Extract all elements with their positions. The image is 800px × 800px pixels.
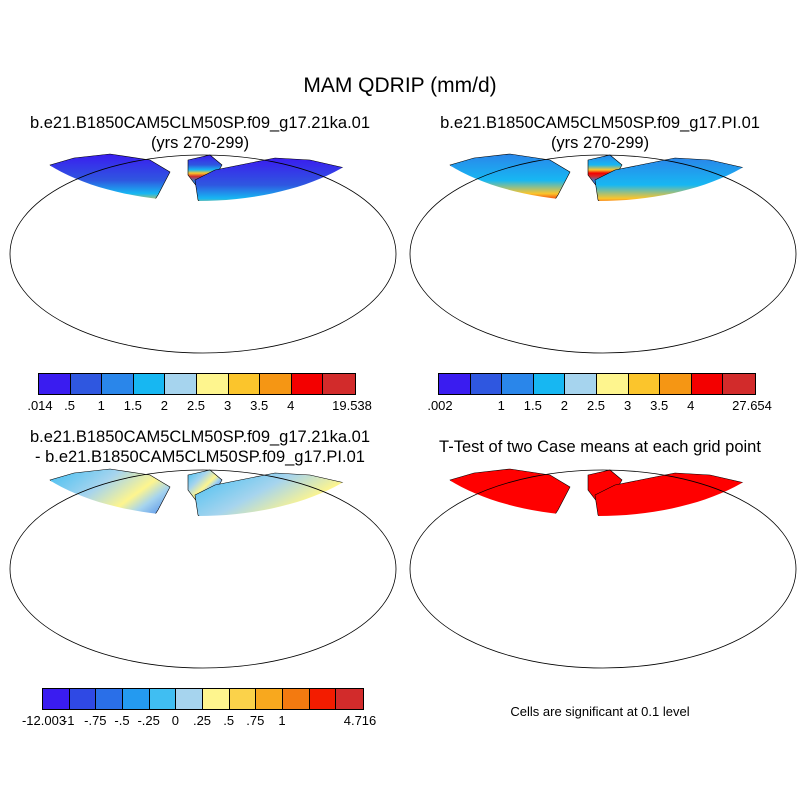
- cb1-tick-label: 1: [97, 398, 105, 413]
- cb1-tick-label: 2: [160, 398, 169, 413]
- panel3-title: b.e21.B1850CAM5CLM50SP.f09_g17.21ka.01 -…: [2, 427, 398, 467]
- panel4-title: T-Test of two Case means at each grid po…: [402, 437, 798, 457]
- cb2-swatch: [596, 374, 629, 394]
- cb1-tick-label: 1.5: [123, 398, 142, 413]
- panel4-map: [409, 468, 797, 669]
- panel2-title: b.e21.B1850CAM5CLM50SP.f09_g17.PI.01 (yr…: [402, 113, 798, 153]
- cb1-tick-label: 2.5: [186, 398, 206, 413]
- cb3-tick-label: .25: [192, 713, 212, 728]
- cb1-swatch: [133, 374, 166, 394]
- cb3-swatch: [96, 689, 123, 709]
- cb1-swatch: [196, 374, 229, 394]
- panel3-map: [9, 468, 397, 669]
- panel1-land: [49, 153, 363, 201]
- cb3-tick-label: -12.003: [21, 713, 67, 728]
- cb2-swatch: [723, 374, 755, 394]
- cb3-tick-label: -.5: [114, 713, 130, 728]
- cb3-tick-label: 0: [171, 713, 179, 728]
- cb1-swatch: [228, 374, 261, 394]
- cb2-tick-label: 2.5: [586, 398, 606, 413]
- cb3-swatch: [176, 689, 203, 709]
- cb3-tick-label: .75: [246, 713, 265, 728]
- cb3-swatch: [149, 689, 177, 709]
- panel3-land: [49, 468, 363, 516]
- panel2-title-case: b.e21.B1850CAM5CLM50SP.f09_g17.PI.01: [440, 114, 760, 132]
- cb1-swatch: [39, 374, 71, 394]
- panel1-title: b.e21.B1850CAM5CLM50SP.f09_g17.21ka.01 (…: [2, 113, 398, 153]
- panel2-map: [409, 153, 797, 354]
- cb2-swatch: [565, 374, 597, 394]
- cb2-tick-label: 3: [623, 398, 632, 413]
- colorbar-panel3: [42, 688, 364, 710]
- significance-note: Cells are significant at 0.1 level: [510, 704, 690, 719]
- panel2-title-years: (yrs 270-299): [550, 134, 650, 152]
- cb1-tick-label: 3.5: [250, 398, 269, 413]
- cb2-swatch: [628, 374, 661, 394]
- cb2-swatch: [470, 374, 503, 394]
- colorbar-panel2: [438, 373, 756, 395]
- cb3-swatch: [43, 689, 70, 709]
- panel1-globe-outline: [9, 154, 397, 354]
- cb2-swatch: [439, 374, 471, 394]
- cb3-tick-label: -.25: [137, 713, 160, 728]
- panel2-globe-outline: [409, 154, 797, 354]
- cb2-tick-label: 2: [560, 398, 569, 413]
- cb2-tick-label: 1: [497, 398, 505, 413]
- cb3-tick-label: .5: [223, 713, 235, 728]
- cb2-swatch: [533, 374, 566, 394]
- cb1-swatch: [102, 374, 134, 394]
- panel1-map: [9, 153, 397, 354]
- cb3-tick-label: -1: [62, 713, 75, 728]
- panel1-title-case: b.e21.B1850CAM5CLM50SP.f09_g17.21ka.01: [29, 114, 371, 132]
- cb1-swatch: [70, 374, 103, 394]
- cb3-tick-label: 1: [278, 713, 286, 728]
- panel3-title-minus: - b.e21.B1850CAM5CLM50SP.f09_g17.PI.01: [35, 448, 365, 466]
- cb1-tick-label: .014: [27, 398, 53, 413]
- cb2-swatch: [660, 374, 692, 394]
- cb1-tick-label: .5: [64, 398, 76, 413]
- cb3-swatch: [256, 689, 283, 709]
- cb1-tick-label: 19.538: [332, 398, 372, 413]
- figure-title: MAM QDRIP (mm/d): [303, 74, 497, 97]
- cb3-tick-label: 4.716: [343, 713, 377, 728]
- panel4-globe-outline: [409, 469, 797, 669]
- panel4-significant-cells: [449, 468, 763, 516]
- cb2-tick-label: 1.5: [523, 398, 542, 413]
- cb3-swatch: [122, 689, 150, 709]
- cb2-swatch: [502, 374, 534, 394]
- cb3-swatch: [309, 689, 337, 709]
- cb2-swatch: [691, 374, 724, 394]
- cb2-tick-label: .002: [427, 398, 453, 413]
- cb3-swatch: [336, 689, 363, 709]
- cb1-swatch: [260, 374, 292, 394]
- cb3-swatch: [229, 689, 257, 709]
- cb1-tick-label: 3: [223, 398, 232, 413]
- cb2-tick-label: 27.654: [732, 398, 772, 413]
- cb3-swatch: [282, 689, 310, 709]
- panel2-land: [449, 153, 763, 201]
- cb2-tick-label: 4: [687, 398, 695, 413]
- panel3-title-case: b.e21.B1850CAM5CLM50SP.f09_g17.21ka.01: [29, 428, 371, 446]
- cb1-swatch: [291, 374, 324, 394]
- cb2-tick-label: 3.5: [650, 398, 669, 413]
- colorbar-panel1: [38, 373, 356, 395]
- panel1-title-years: (yrs 270-299): [150, 134, 250, 152]
- cb3-swatch: [202, 689, 230, 709]
- panel3-globe-outline: [9, 469, 397, 669]
- panel4-title-ttest: T-Test of two Case means at each grid po…: [439, 438, 761, 456]
- cb1-swatch: [323, 374, 355, 394]
- cb3-swatch: [69, 689, 97, 709]
- cb3-tick-label: -.75: [84, 713, 107, 728]
- cb1-tick-label: 4: [287, 398, 295, 413]
- cb1-swatch: [165, 374, 197, 394]
